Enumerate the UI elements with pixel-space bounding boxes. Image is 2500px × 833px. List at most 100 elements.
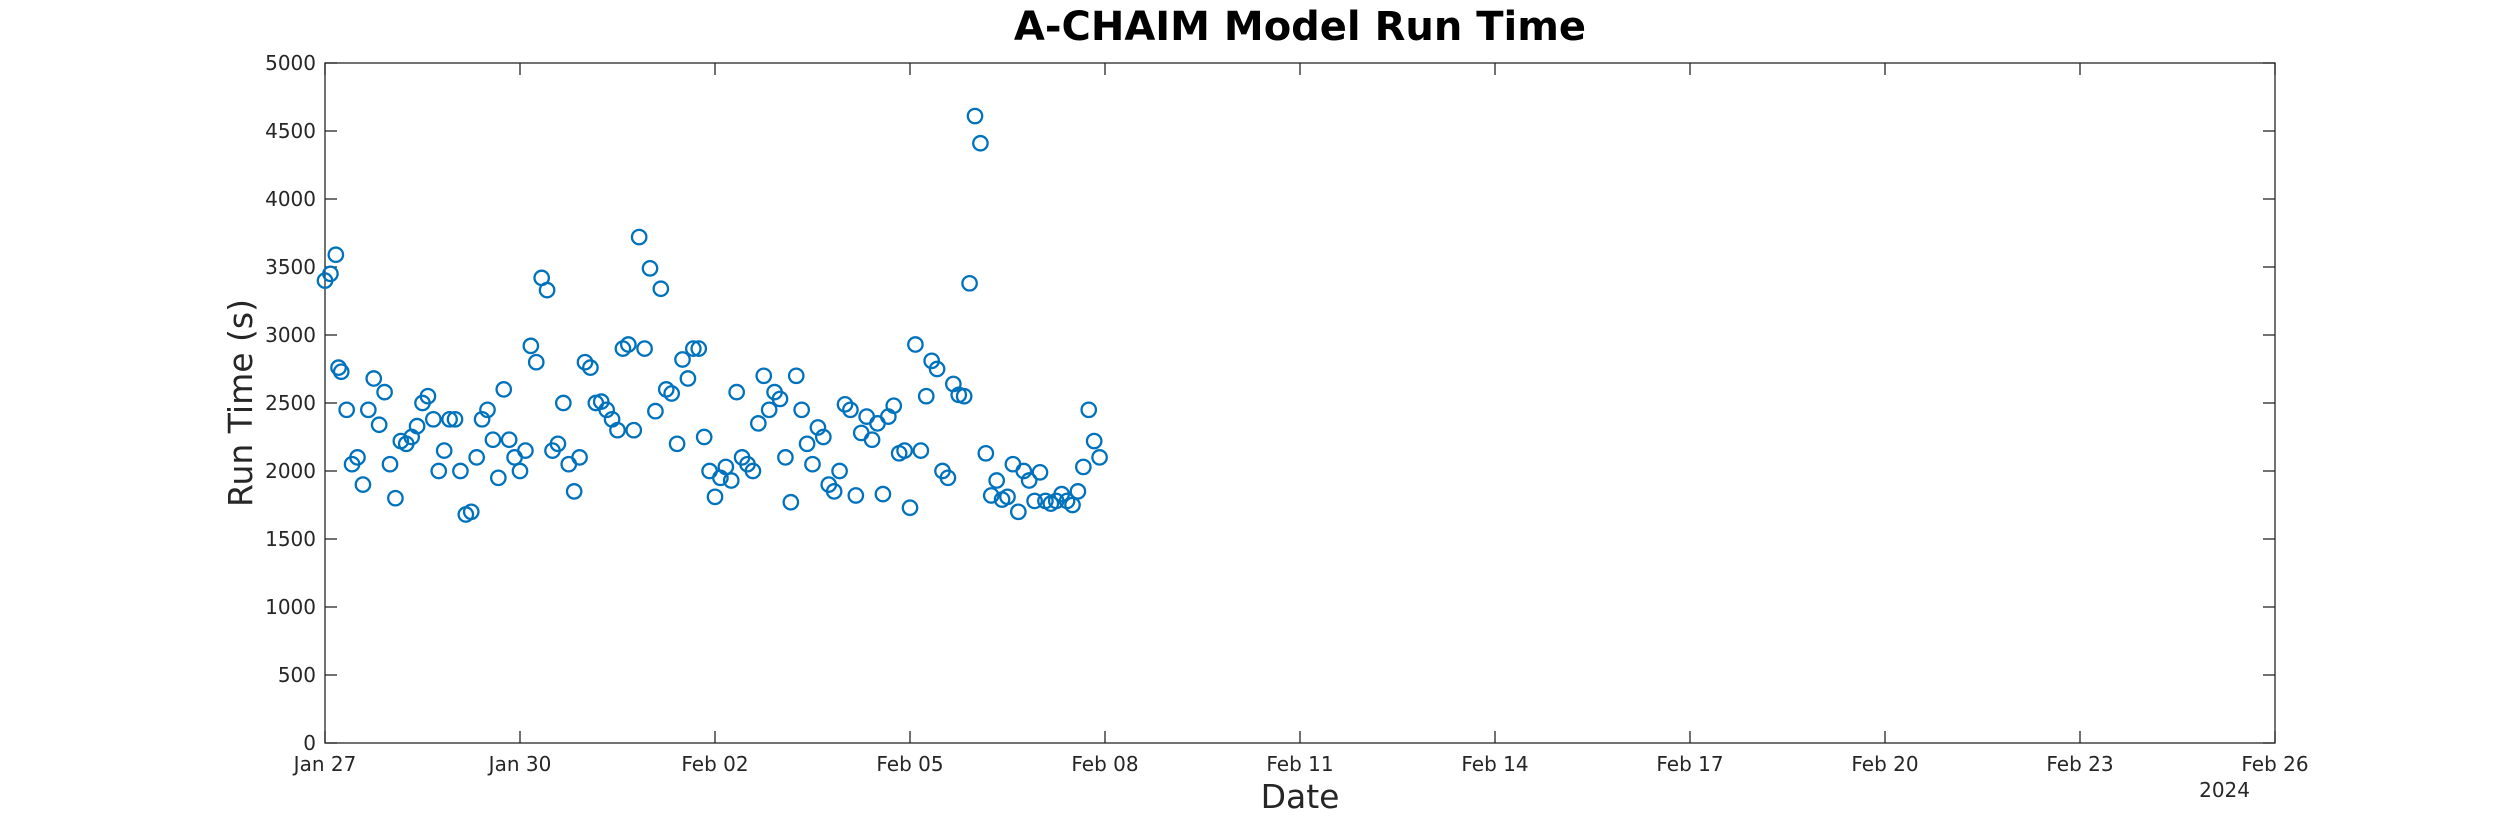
data-point bbox=[755, 367, 773, 385]
data-point bbox=[424, 410, 442, 428]
data-point bbox=[511, 462, 529, 480]
data-point bbox=[722, 472, 740, 489]
y-tick-label: 0 bbox=[303, 731, 316, 755]
data-point bbox=[674, 351, 691, 368]
data-point bbox=[517, 442, 534, 459]
data-point bbox=[522, 337, 540, 355]
data-point bbox=[1026, 492, 1043, 510]
data-point bbox=[814, 428, 832, 446]
chart-title: A-CHAIM Model Run Time bbox=[1014, 4, 1586, 50]
data-point bbox=[798, 435, 816, 453]
data-point bbox=[349, 449, 366, 466]
x-tick-label: Feb 08 bbox=[1071, 752, 1138, 776]
data-point bbox=[408, 417, 426, 435]
data-point bbox=[804, 455, 821, 473]
data-point bbox=[863, 431, 881, 449]
data-point bbox=[679, 370, 697, 387]
data-point bbox=[771, 390, 789, 408]
data-point bbox=[495, 381, 513, 398]
data-point bbox=[668, 435, 686, 453]
y-tick-label: 2500 bbox=[265, 391, 316, 415]
data-point bbox=[419, 387, 437, 405]
data-point bbox=[619, 336, 637, 353]
x-tick-label: Feb 11 bbox=[1266, 752, 1333, 776]
data-point bbox=[842, 401, 859, 419]
data-point bbox=[592, 393, 610, 410]
data-point bbox=[1074, 458, 1092, 476]
data-point bbox=[912, 442, 930, 459]
y-tick-label: 1500 bbox=[265, 527, 316, 551]
data-point bbox=[538, 281, 556, 299]
data-point bbox=[831, 462, 848, 480]
data-point bbox=[787, 367, 805, 385]
data-point bbox=[630, 228, 648, 246]
data-point bbox=[885, 397, 903, 415]
y-tick-label: 4500 bbox=[265, 119, 316, 143]
data-point bbox=[332, 363, 350, 381]
data-point bbox=[917, 387, 935, 405]
y-axis-label: Run Time (s) bbox=[221, 299, 260, 507]
data-point bbox=[907, 336, 924, 353]
data-point bbox=[1091, 449, 1108, 466]
plot-frame bbox=[324, 62, 2276, 744]
x-tick-label: Feb 17 bbox=[1656, 752, 1723, 776]
data-point bbox=[955, 387, 973, 405]
data-point bbox=[625, 421, 643, 439]
x-axis-year-label: 2024 bbox=[2199, 778, 2250, 802]
data-point bbox=[565, 483, 583, 500]
data-point bbox=[1009, 503, 1027, 521]
data-markers bbox=[316, 107, 1108, 523]
data-point bbox=[338, 401, 356, 419]
x-tick-label: Feb 20 bbox=[1851, 752, 1918, 776]
y-tick-label: 5000 bbox=[265, 51, 316, 75]
data-point bbox=[760, 401, 778, 419]
data-point bbox=[923, 352, 941, 370]
data-point bbox=[554, 394, 572, 412]
data-point bbox=[749, 415, 767, 432]
data-point bbox=[354, 476, 372, 493]
data-point bbox=[977, 444, 995, 462]
data-point bbox=[793, 401, 811, 419]
data-point bbox=[549, 435, 567, 453]
data-point bbox=[847, 487, 865, 504]
data-point bbox=[999, 488, 1016, 506]
data-point bbox=[468, 449, 486, 466]
data-point bbox=[430, 462, 448, 480]
data-point bbox=[901, 499, 919, 517]
data-point bbox=[728, 383, 746, 401]
data-point bbox=[609, 421, 626, 439]
data-point bbox=[966, 107, 984, 125]
data-point bbox=[706, 488, 724, 506]
y-tick-label: 3500 bbox=[265, 255, 316, 279]
data-point bbox=[636, 340, 653, 357]
data-point bbox=[939, 469, 957, 487]
x-tick-label: Feb 26 bbox=[2241, 752, 2308, 776]
y-tick-label: 2000 bbox=[265, 459, 316, 483]
data-point bbox=[1064, 496, 1081, 514]
data-point bbox=[1015, 462, 1033, 480]
x-axis-label: Date bbox=[1261, 777, 1340, 816]
data-point bbox=[435, 442, 453, 459]
data-point bbox=[896, 442, 913, 459]
data-point bbox=[376, 383, 393, 401]
x-tick-label: Feb 05 bbox=[876, 752, 943, 776]
x-tick-label: Jan 30 bbox=[487, 752, 552, 776]
data-point bbox=[479, 401, 496, 419]
data-point bbox=[489, 469, 507, 487]
y-tick-label: 3000 bbox=[265, 323, 316, 347]
data-point bbox=[1085, 432, 1103, 450]
data-point bbox=[1069, 483, 1087, 500]
data-point bbox=[641, 260, 659, 277]
data-point bbox=[452, 462, 469, 480]
data-point bbox=[825, 483, 843, 500]
x-tick-label: Feb 23 bbox=[2046, 752, 2113, 776]
data-point bbox=[381, 455, 399, 473]
data-point bbox=[1080, 401, 1098, 419]
x-axis: Jan 27 Jan 30 Feb 02 Feb 05 Feb 08 Feb 11 Feb … bbox=[292, 63, 2309, 776]
data-point bbox=[387, 489, 404, 507]
data-point bbox=[961, 274, 978, 292]
data-point bbox=[1020, 472, 1038, 489]
data-point bbox=[717, 458, 735, 476]
data-point bbox=[473, 410, 491, 428]
